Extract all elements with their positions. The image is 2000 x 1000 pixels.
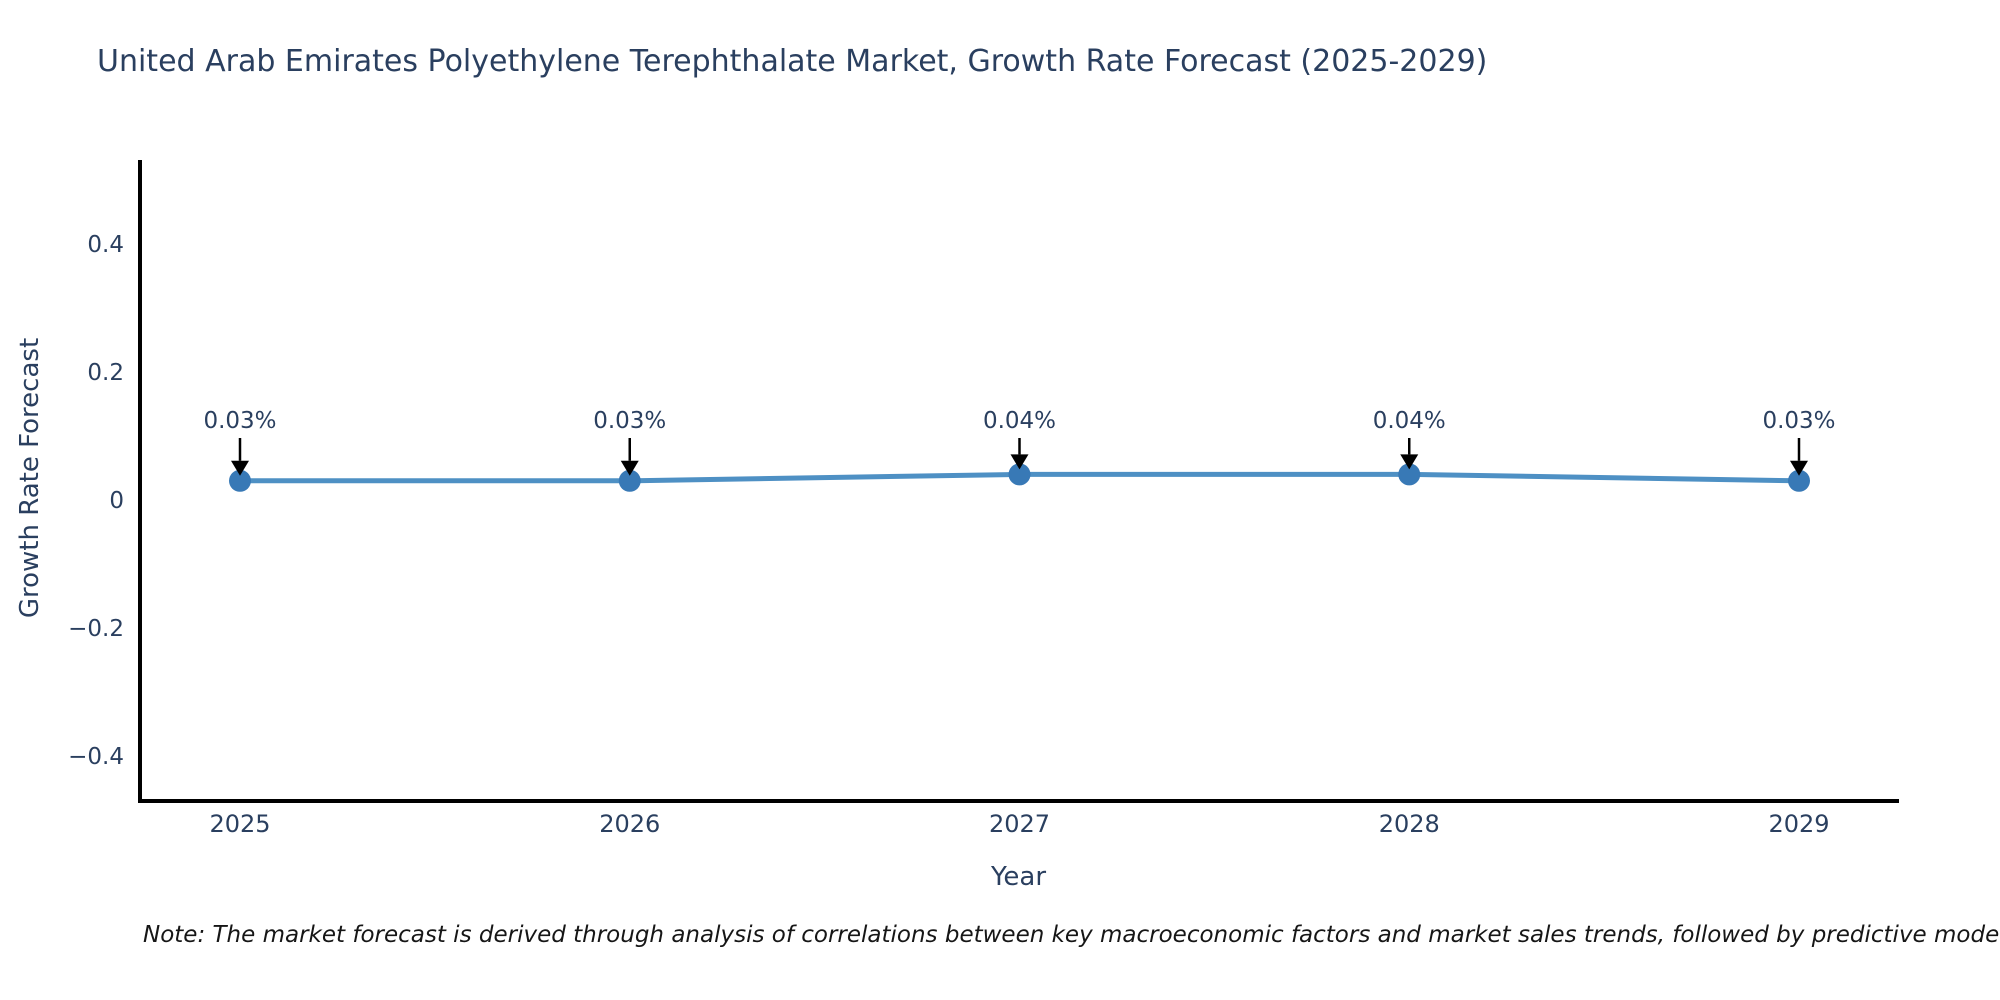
data-point-marker: [1398, 463, 1421, 486]
data-point-label: 0.04%: [983, 408, 1056, 434]
y-tick-label: 0.2: [87, 360, 124, 386]
data-point-marker: [229, 469, 251, 492]
y-tick-label: −0.2: [68, 616, 124, 642]
data-point-marker: [1008, 463, 1031, 486]
x-tick-label: 2028: [1379, 810, 1440, 838]
x-tick-label: 2027: [989, 810, 1050, 838]
chart-title: United Arab Emirates Polyethylene Tereph…: [97, 44, 1488, 79]
x-tick-label: 2026: [599, 810, 660, 838]
annotation-arrow-head: [620, 460, 639, 476]
data-point-label: 0.04%: [1373, 408, 1446, 434]
x-axis-title: Year: [990, 862, 1047, 892]
data-point-label: 0.03%: [203, 408, 276, 434]
x-tick-label: 2029: [1768, 810, 1829, 838]
x-tick-label: 2025: [209, 810, 270, 838]
y-tick-label: 0: [109, 488, 124, 514]
data-point-label: 0.03%: [593, 408, 666, 434]
annotation-arrow-head: [1010, 454, 1029, 470]
data-point-marker: [618, 469, 641, 492]
annotation-arrow-head: [231, 460, 249, 476]
data-point-marker: [1788, 469, 1810, 492]
y-tick-label: −0.4: [68, 744, 124, 770]
annotation-arrow-head: [1790, 460, 1808, 476]
annotation-arrow-head: [1400, 454, 1419, 470]
data-point-label: 0.03%: [1762, 408, 1835, 434]
y-tick-label: 0.4: [87, 232, 124, 258]
footnote: Note: The market forecast is derived thr…: [143, 922, 2000, 948]
